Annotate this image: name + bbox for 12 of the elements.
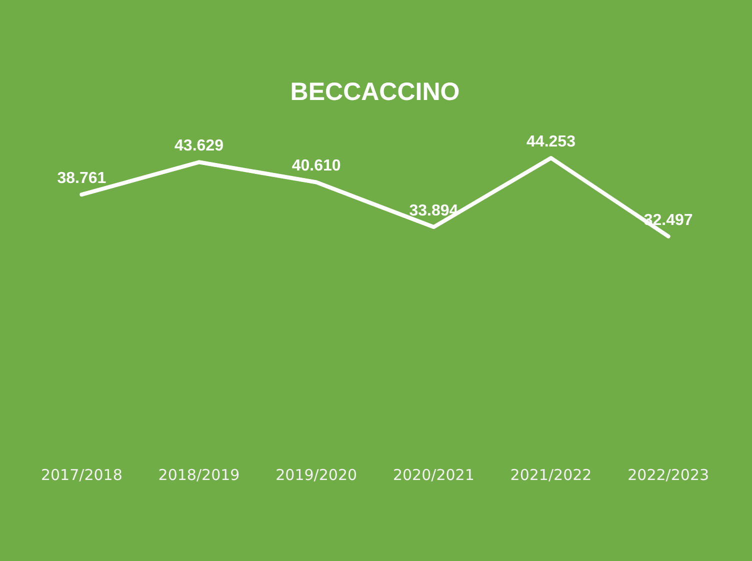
data-label: 33.894 bbox=[409, 202, 458, 220]
x-tick-label: 2017/2018 bbox=[40, 466, 122, 484]
x-tick-label: 2019/2020 bbox=[276, 466, 358, 484]
data-label: 38.761 bbox=[57, 170, 106, 187]
data-label: 43.629 bbox=[174, 138, 224, 155]
data-label: 40.610 bbox=[292, 158, 341, 175]
x-tick-label: 2021/2022 bbox=[510, 466, 592, 484]
x-tick-label: 2018/2019 bbox=[158, 466, 240, 484]
x-tick-label: 2020/2021 bbox=[392, 466, 474, 484]
x-tick-label: 2022/2023 bbox=[628, 466, 710, 484]
chart-title: BECCACCINO bbox=[290, 78, 460, 106]
data-label: 44.253 bbox=[526, 133, 576, 150]
